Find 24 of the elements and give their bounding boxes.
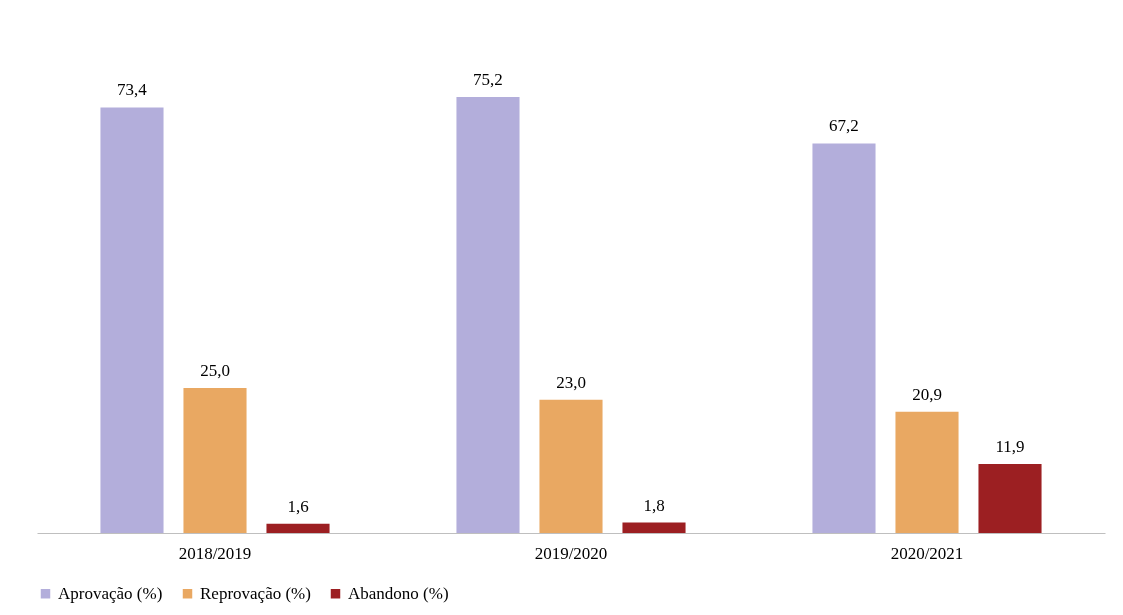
data-label: 20,9 (912, 384, 942, 404)
data-label: 73,4 (117, 80, 148, 100)
data-label: 1,6 (287, 496, 309, 516)
data-label: 1,8 (643, 495, 665, 515)
x-tick-label: 2019/2020 (534, 543, 608, 563)
bar (622, 522, 686, 533)
legend-label: Abandono (%) (348, 583, 449, 603)
data-label: 75,2 (473, 70, 503, 89)
x-tick-label: 2018/2019 (178, 543, 252, 563)
data-label: 23,0 (556, 372, 586, 392)
bar (539, 399, 603, 533)
bar (978, 464, 1042, 533)
bar (266, 523, 330, 533)
data-label: 11,9 (995, 437, 1025, 457)
bar (895, 411, 959, 533)
x-tick-label: 2020/2021 (890, 543, 964, 563)
bar (812, 143, 876, 533)
bar (100, 107, 164, 533)
legend-label: Aprovação (%) (58, 583, 163, 603)
data-label: 67,2 (829, 116, 859, 136)
legend-label: Reprovação (%) (200, 583, 311, 603)
bar (183, 388, 247, 533)
bar (456, 97, 520, 533)
data-label: 25,0 (200, 361, 230, 381)
